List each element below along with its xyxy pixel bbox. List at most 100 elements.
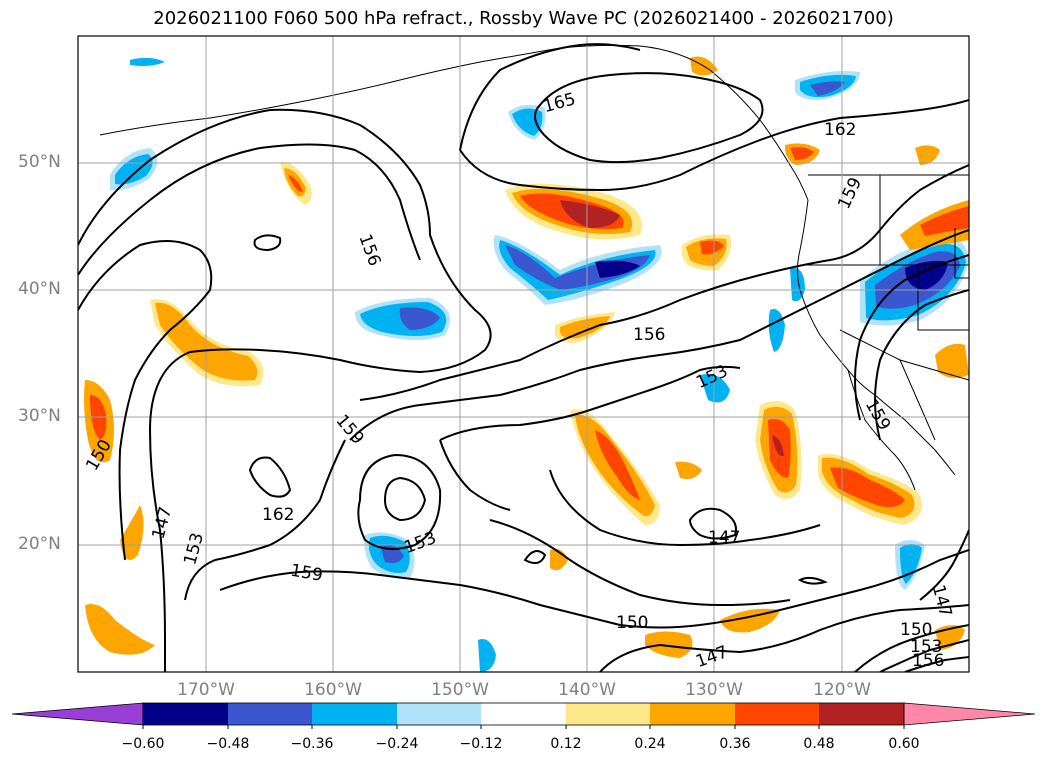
contour-label: 153 [180, 531, 208, 568]
negative-patch [595, 260, 640, 278]
contour-line [359, 164, 969, 401]
contour-label: 165 [541, 89, 578, 117]
refractivity-contours [78, 43, 969, 672]
contour-line [879, 639, 969, 672]
positive-patch [920, 206, 969, 236]
state-border [954, 228, 969, 279]
colorbar-min-extend [11, 702, 144, 726]
negative-patch [900, 544, 922, 584]
contour-line [219, 549, 969, 629]
colorbar [11, 702, 1036, 729]
contour-line [78, 108, 492, 672]
contour-line [854, 624, 969, 672]
graticule [78, 36, 969, 672]
contour-label: 147 [708, 528, 740, 548]
lat-label: 20°N [18, 534, 61, 554]
contour-label: 156 [633, 325, 665, 345]
contour-label: 162 [262, 505, 294, 525]
contour-line [459, 43, 641, 151]
contour-line [248, 456, 292, 498]
colorbar-segment [566, 703, 650, 725]
colorbar-tick-label: 0.36 [719, 736, 751, 752]
positive-patch [700, 240, 724, 255]
plot-title: 2026021100 F060 500 hPa refract., Rossby… [153, 8, 894, 29]
colorbar-tick-label: 0.48 [803, 736, 835, 752]
contour-label: 162 [824, 120, 856, 140]
positive-patch [560, 200, 620, 228]
lat-label: 40°N [18, 279, 61, 299]
negative-patch [505, 245, 650, 290]
contour-line [349, 229, 969, 441]
map-frame [77, 35, 970, 673]
colorbar-tick-label: −0.24 [375, 736, 419, 752]
contour-line [599, 604, 969, 672]
contour-label: 153 [402, 528, 439, 558]
contour-label: 153 [910, 637, 942, 657]
contour-label: 159 [289, 561, 324, 586]
lat-label: 50°N [18, 152, 61, 172]
contour-line [357, 453, 442, 550]
contour-label: 159 [861, 396, 895, 434]
colorbar-segment [735, 703, 819, 725]
colorbar-segment [143, 703, 228, 725]
colorbar-segment [228, 703, 312, 725]
contour-line [688, 507, 737, 540]
lat-label: 30°N [18, 406, 61, 426]
positive-patch [915, 145, 940, 165]
contour-line [78, 240, 213, 561]
colorbar-max-extend [903, 702, 1036, 726]
contour-label: 159 [834, 174, 866, 212]
contour-label: 150 [900, 620, 932, 640]
state-border [899, 359, 936, 441]
contour-line [439, 365, 741, 441]
contour-label: 147 [149, 505, 177, 542]
contour-line [904, 656, 969, 672]
colorbar-tick-label: 0.24 [634, 736, 666, 752]
contour-label: 156 [912, 651, 944, 671]
lon-label: 160°W [304, 680, 362, 700]
positive-patch [560, 316, 610, 339]
colorbar-segment [312, 703, 397, 725]
contour-label: 150 [616, 613, 648, 633]
colorbar-segment [397, 703, 481, 725]
positive-patch [720, 608, 780, 633]
colorbar-tick-label: −0.12 [459, 736, 503, 752]
contour-line [383, 476, 427, 522]
contour-label: 156 [354, 231, 384, 268]
positive-patch [85, 604, 155, 655]
negative-patch [399, 307, 440, 330]
positive-patch [595, 430, 640, 500]
positive-patch [120, 505, 144, 560]
contour-line [549, 469, 821, 547]
lon-label: 120°W [813, 680, 871, 700]
contour-line [919, 529, 969, 601]
positive-patch [645, 631, 693, 658]
colorbar-tick-label: 0.12 [550, 736, 582, 752]
positive-patch [675, 461, 702, 479]
lon-label: 150°W [431, 680, 489, 700]
colorbar-tick-label: −0.36 [290, 736, 334, 752]
positive-patch [772, 435, 784, 457]
colorbar-segment [481, 703, 566, 725]
lon-label: 140°W [558, 680, 616, 700]
contour-line [439, 439, 511, 511]
positive-patch [830, 467, 905, 508]
negative-patch [478, 639, 496, 672]
colorbar-tick-label: 0.60 [888, 736, 920, 752]
negative-patch [115, 154, 153, 185]
contour-line [78, 143, 421, 276]
contour-line [459, 99, 969, 192]
colorbar-tick-label: −0.60 [121, 736, 165, 752]
positive-patch [288, 175, 303, 193]
contour-label: 147 [693, 642, 730, 672]
contour-line [253, 234, 282, 252]
negative-patch [130, 57, 165, 66]
lon-label: 130°W [685, 680, 743, 700]
positive-patch [935, 343, 969, 378]
contour-line [523, 550, 547, 565]
colorbar-segment [819, 703, 904, 725]
negative-patch [512, 108, 543, 136]
contour-line [797, 576, 828, 585]
negative-patch [810, 81, 845, 96]
